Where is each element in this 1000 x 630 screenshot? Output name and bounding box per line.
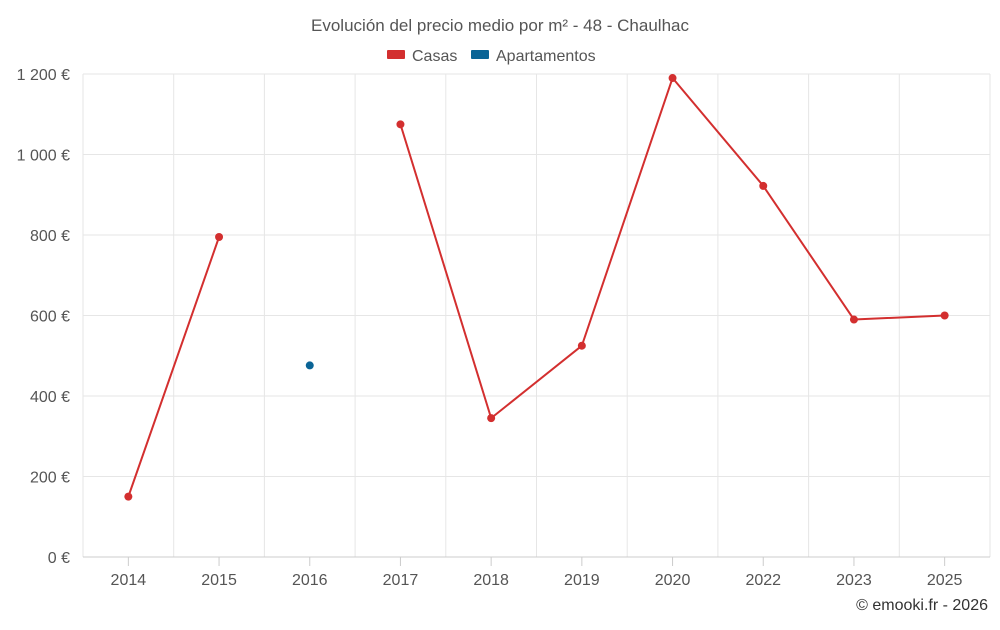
x-tick-label: 2018 [473,572,509,589]
data-point-apartamentos[interactable] [305,361,314,370]
x-tick-label: 2023 [836,572,872,589]
x-tick-label: 2016 [292,572,328,589]
data-point-casas[interactable] [487,414,496,423]
y-tick-label: 800 € [30,228,70,245]
legend: Casas Apartamentos [387,48,596,65]
x-tick-label: 2019 [564,572,600,589]
legend-swatch-casas [387,50,405,59]
data-point-casas[interactable] [849,315,858,324]
chart-title: Evolución del precio medio por m² - 48 -… [311,16,689,35]
legend-label-apartamentos: Apartamentos [496,48,596,65]
data-point-casas[interactable] [396,120,405,129]
series-line-casas [399,77,946,420]
series-apartamentos [305,361,314,370]
legend-label-casas: Casas [412,48,457,65]
y-tick-label: 1 200 € [17,67,70,84]
x-tick-label: 2022 [745,572,781,589]
x-tick-label: 2017 [383,572,419,589]
data-point-casas[interactable] [668,74,677,83]
x-tick-label: 2015 [201,572,237,589]
data-point-casas[interactable] [577,341,586,350]
series-line-casas [127,236,221,498]
y-tick-label: 0 € [48,550,70,567]
credit-text: © emooki.fr - 2026 [856,597,988,614]
x-tick-label: 2025 [927,572,963,589]
data-point-casas[interactable] [215,233,224,242]
grid [82,73,991,557]
x-tick-label: 2014 [111,572,147,589]
data-point-casas[interactable] [759,181,768,190]
data-point-casas[interactable] [124,492,133,501]
y-tick-label: 600 € [30,309,70,326]
y-axis: 0 € 200 € 400 € 600 € 800 € 1 000 € 1 200 € [17,67,70,567]
series-layer [124,74,949,501]
x-axis: 2014 2015 2016 2017 2018 2019 2020 2022 2023 2025 [83,556,990,589]
legend-item-casas[interactable]: Casas [387,48,457,65]
data-point-casas[interactable] [940,311,949,320]
x-tick-label: 2020 [655,572,691,589]
series-casas [124,74,949,501]
y-tick-label: 1 000 € [17,148,70,165]
y-tick-label: 200 € [30,470,70,487]
legend-swatch-apartamentos [471,50,489,59]
y-tick-label: 400 € [30,389,70,406]
legend-item-apartamentos[interactable]: Apartamentos [471,48,596,65]
